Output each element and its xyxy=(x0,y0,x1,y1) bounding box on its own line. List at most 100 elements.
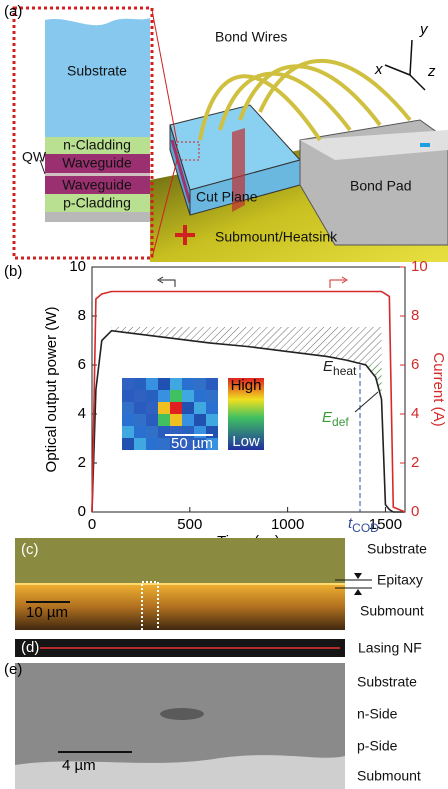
inset-pixel xyxy=(170,402,182,414)
axis-pointer xyxy=(158,277,175,287)
inset-pixel xyxy=(122,402,134,414)
panel-e: 4 µm (e) Substrate n-Side p-Side Submoun… xyxy=(4,661,421,789)
layer-label: Waveguide xyxy=(62,155,132,171)
layer-label: Substrate xyxy=(67,63,127,79)
x-tick-label: 1000 xyxy=(271,516,304,533)
inset-pixel xyxy=(158,438,170,450)
axis-label: z xyxy=(427,63,436,80)
colorbar-low: Low xyxy=(232,433,260,450)
panel-label: (a) xyxy=(4,3,22,20)
y2-tick-label: 2 xyxy=(411,454,419,471)
substrate-image xyxy=(15,538,345,584)
y-tick-label: 2 xyxy=(78,454,86,471)
inset-pixel xyxy=(158,390,170,402)
scale-bar-label: 10 µm xyxy=(26,604,68,621)
region-label: Submount xyxy=(360,603,424,619)
qw-label: QW xyxy=(22,149,47,165)
panel-label: (b) xyxy=(4,263,22,280)
inset-pixel xyxy=(122,438,134,450)
inset-pixel xyxy=(122,390,134,402)
inset-pixel xyxy=(170,390,182,402)
inset-pixel xyxy=(146,378,158,390)
region-label: Substrate xyxy=(357,674,417,690)
inset-pixel xyxy=(158,414,170,426)
inset-pixel xyxy=(146,438,158,450)
inset-pixel xyxy=(170,378,182,390)
cut-plane-label: Cut Plane xyxy=(196,189,258,205)
colorbar-high: High xyxy=(231,377,262,394)
inset-pixel xyxy=(158,402,170,414)
inset-pixel xyxy=(146,426,158,438)
inset-pixel xyxy=(170,414,182,426)
epitaxy-arrow xyxy=(354,573,362,579)
scale-bar-label: 4 µm xyxy=(62,757,96,774)
y2-tick-label: 10 xyxy=(411,258,428,275)
panel-a: Substrate n-Cladding Waveguide Waveguide… xyxy=(4,0,448,262)
inset-pixel xyxy=(146,402,158,414)
y-tick-label: 8 xyxy=(78,307,86,324)
t-cod-label-sub: COD xyxy=(352,521,379,535)
y-tick-label: 6 xyxy=(78,356,86,373)
inset-pixel xyxy=(206,414,218,426)
axis-label: x xyxy=(374,61,383,78)
inset-pixel xyxy=(146,390,158,402)
inset-pixel xyxy=(122,426,134,438)
y2-tick-label: 6 xyxy=(411,356,419,373)
inset-pixel xyxy=(158,378,170,390)
defect xyxy=(160,708,204,720)
inset-pixel xyxy=(146,414,158,426)
axis-pointer xyxy=(330,277,347,288)
y-tick-label: 4 xyxy=(78,405,86,422)
y2-axis-title: Current (A) xyxy=(430,352,447,426)
inset-pixel xyxy=(134,390,146,402)
inset-pixel xyxy=(134,438,146,450)
region-label: p-Side xyxy=(357,738,398,754)
inset-pixel xyxy=(206,390,218,402)
inset-pixel xyxy=(194,390,206,402)
layer-contact xyxy=(45,212,150,222)
y2-tick-label: 0 xyxy=(411,503,419,520)
submount-label: Submount/Heatsink xyxy=(215,229,338,245)
e-heat-label-sub: heat xyxy=(333,364,357,378)
panel-label: (c) xyxy=(21,541,39,558)
region-label: Submount xyxy=(357,768,421,784)
inset-pixel xyxy=(134,402,146,414)
e-def-region xyxy=(366,365,382,399)
inset-pixel xyxy=(182,378,194,390)
inset-pixel xyxy=(194,402,206,414)
epitaxy-arrow xyxy=(354,589,362,595)
region-label: Lasing NF xyxy=(358,640,422,656)
inset-pixel xyxy=(122,378,134,390)
panel-d: (d) Lasing NF xyxy=(15,639,422,657)
y-tick-label: 10 xyxy=(69,258,86,275)
figure: Substrate n-Cladding Waveguide Waveguide… xyxy=(0,0,448,789)
layer-label: n-Cladding xyxy=(63,137,131,153)
e-def-label: Edef xyxy=(322,409,349,429)
y2-tick-label: 4 xyxy=(411,405,419,422)
inset-pixel xyxy=(122,414,134,426)
e-def-label-sub: def xyxy=(332,415,349,429)
inset-pixel xyxy=(134,414,146,426)
region-label: Epitaxy xyxy=(377,572,423,588)
bond-pad-label: Bond Pad xyxy=(350,178,412,194)
panel-label: (d) xyxy=(21,639,39,656)
inset-pixel xyxy=(206,378,218,390)
inset-pixel xyxy=(206,402,218,414)
x-tick-label: 0 xyxy=(88,516,96,533)
layer-label: Waveguide xyxy=(62,177,132,193)
panel-label: (e) xyxy=(4,661,22,678)
inset-pixel xyxy=(182,402,194,414)
layer-label: p-Cladding xyxy=(63,195,131,211)
y-tick-label: 0 xyxy=(78,503,86,520)
region-label: n-Side xyxy=(357,706,398,722)
page: {"panel_labels": ["(a)", "(b)", "(c)", "… xyxy=(0,0,448,789)
y2-tick-label: 8 xyxy=(411,307,419,324)
inset-pixel xyxy=(194,378,206,390)
inset-pixel xyxy=(182,390,194,402)
inset-scale-label: 50 µm xyxy=(171,435,213,452)
y-axis-title: Optical output power (W) xyxy=(43,307,60,473)
layer-qw xyxy=(45,173,150,176)
inset-pixel xyxy=(194,414,206,426)
e-def-pointer xyxy=(355,392,378,412)
inset-pixel xyxy=(134,426,146,438)
